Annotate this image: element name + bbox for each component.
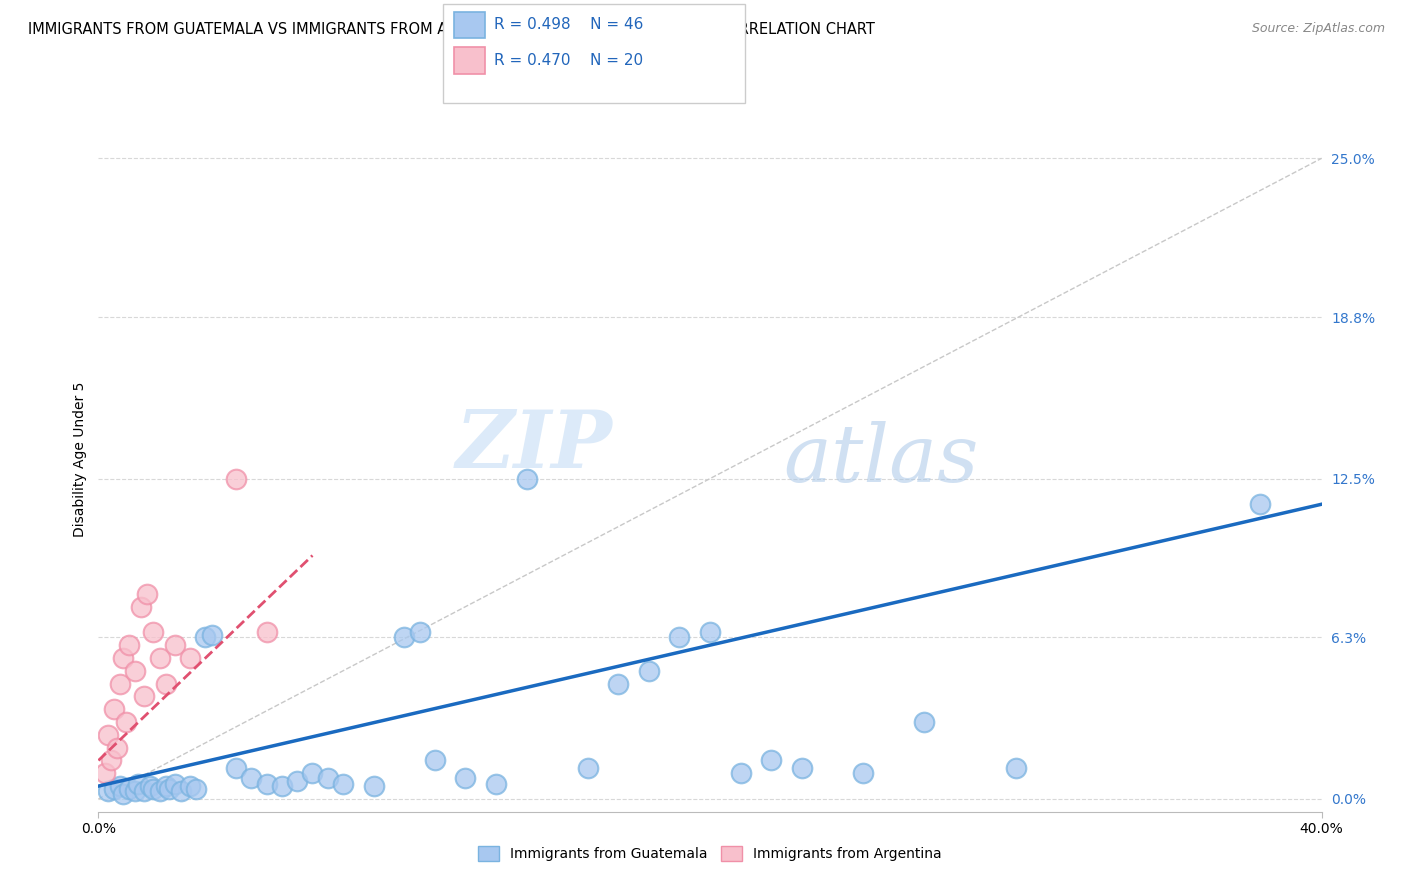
Point bbox=[316, 772, 339, 786]
Point bbox=[852, 766, 875, 780]
Point bbox=[186, 781, 208, 796]
Point bbox=[100, 754, 122, 768]
Point bbox=[155, 779, 177, 793]
Point bbox=[111, 651, 134, 665]
Text: R = 0.470    N = 20: R = 0.470 N = 20 bbox=[494, 54, 643, 68]
Point bbox=[93, 766, 115, 780]
Point bbox=[516, 472, 538, 486]
Point bbox=[1004, 761, 1026, 775]
Legend: Immigrants from Guatemala, Immigrants from Argentina: Immigrants from Guatemala, Immigrants fr… bbox=[471, 839, 949, 868]
Point bbox=[108, 676, 131, 690]
Point bbox=[170, 784, 193, 798]
Point bbox=[134, 784, 156, 798]
Point bbox=[637, 664, 661, 678]
Point bbox=[163, 776, 186, 790]
Text: Source: ZipAtlas.com: Source: ZipAtlas.com bbox=[1251, 22, 1385, 36]
Point bbox=[139, 779, 162, 793]
Point bbox=[127, 776, 149, 790]
Point bbox=[285, 774, 308, 789]
Point bbox=[790, 761, 813, 775]
Text: R = 0.498    N = 46: R = 0.498 N = 46 bbox=[494, 18, 643, 32]
Point bbox=[423, 754, 446, 768]
Point bbox=[179, 779, 201, 793]
Point bbox=[607, 676, 630, 690]
Point bbox=[332, 776, 354, 790]
Point bbox=[454, 772, 477, 786]
Point bbox=[240, 772, 263, 786]
Point bbox=[111, 787, 134, 801]
Point bbox=[142, 625, 165, 640]
Point bbox=[149, 784, 172, 798]
Point bbox=[155, 676, 177, 690]
Point bbox=[256, 625, 278, 640]
Point bbox=[124, 784, 146, 798]
Point bbox=[108, 779, 131, 793]
Point bbox=[103, 781, 125, 796]
Point bbox=[163, 638, 186, 652]
Point bbox=[668, 631, 690, 645]
Point bbox=[136, 587, 159, 601]
Point bbox=[912, 714, 935, 729]
Point bbox=[157, 781, 180, 796]
Point bbox=[118, 638, 141, 652]
Point bbox=[142, 781, 165, 796]
Point bbox=[730, 766, 752, 780]
Text: ZIP: ZIP bbox=[456, 407, 612, 484]
Point bbox=[118, 781, 141, 796]
Point bbox=[129, 599, 152, 614]
Point bbox=[115, 714, 138, 729]
Point bbox=[408, 625, 430, 640]
Point bbox=[301, 766, 323, 780]
Point bbox=[699, 625, 721, 640]
Point bbox=[105, 740, 128, 755]
Text: atlas: atlas bbox=[783, 421, 979, 498]
Point bbox=[134, 690, 156, 704]
Point bbox=[761, 754, 783, 768]
Point bbox=[576, 761, 599, 775]
Y-axis label: Disability Age Under 5: Disability Age Under 5 bbox=[73, 382, 87, 537]
Point bbox=[363, 779, 385, 793]
Point bbox=[200, 628, 222, 642]
Point bbox=[97, 784, 120, 798]
Point bbox=[124, 664, 146, 678]
Point bbox=[270, 779, 294, 793]
Point bbox=[225, 472, 247, 486]
Point bbox=[1250, 497, 1272, 511]
Point bbox=[392, 631, 416, 645]
Point bbox=[256, 776, 278, 790]
Point bbox=[149, 651, 172, 665]
Point bbox=[485, 776, 508, 790]
Point bbox=[194, 631, 217, 645]
Point bbox=[179, 651, 201, 665]
Point bbox=[97, 728, 120, 742]
Text: IMMIGRANTS FROM GUATEMALA VS IMMIGRANTS FROM ARGENTINA DISABILITY AGE UNDER 5 CO: IMMIGRANTS FROM GUATEMALA VS IMMIGRANTS … bbox=[28, 22, 875, 37]
Point bbox=[225, 761, 247, 775]
Point bbox=[103, 702, 125, 716]
